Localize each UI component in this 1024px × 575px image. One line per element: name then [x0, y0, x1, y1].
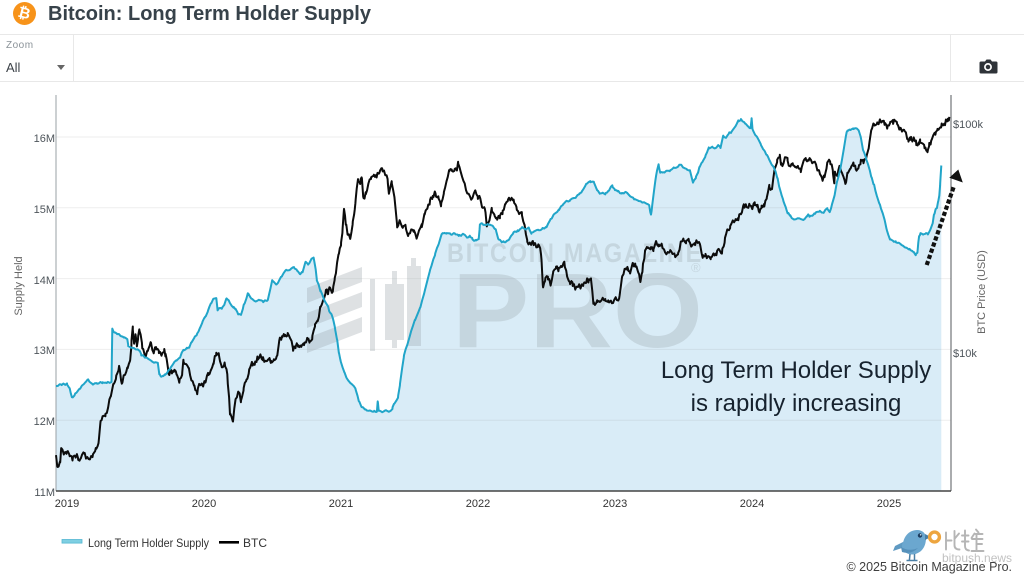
- svg-text:2021: 2021: [329, 498, 353, 510]
- svg-text:BTC: BTC: [243, 536, 267, 550]
- svg-text:16M: 16M: [34, 133, 55, 145]
- svg-text:PRO: PRO: [452, 252, 703, 370]
- svg-text:Supply Held: Supply Held: [13, 256, 25, 315]
- svg-text:2022: 2022: [466, 498, 490, 510]
- svg-text:Long Term Holder Supply: Long Term Holder Supply: [661, 357, 931, 384]
- svg-text:13M: 13M: [34, 345, 55, 357]
- svg-text:11M: 11M: [34, 487, 55, 499]
- svg-text:15M: 15M: [34, 204, 55, 216]
- svg-text:Long Term Holder Supply: Long Term Holder Supply: [88, 536, 209, 550]
- svg-text:BITCOIN MAGAZINE: BITCOIN MAGAZINE: [447, 238, 703, 268]
- svg-text:2025: 2025: [877, 498, 901, 510]
- svg-text:2019: 2019: [55, 498, 79, 510]
- svg-text:is rapidly increasing: is rapidly increasing: [691, 390, 902, 417]
- svg-text:12M: 12M: [34, 416, 55, 428]
- svg-text:BTC Price (USD): BTC Price (USD): [976, 250, 988, 334]
- svg-text:$10k: $10k: [953, 348, 977, 360]
- svg-text:2023: 2023: [603, 498, 627, 510]
- svg-text:®: ®: [691, 260, 701, 275]
- svg-text:$100k: $100k: [953, 119, 983, 131]
- svg-text:14M: 14M: [34, 275, 55, 287]
- svg-text:2024: 2024: [740, 498, 764, 510]
- svg-text:2020: 2020: [192, 498, 216, 510]
